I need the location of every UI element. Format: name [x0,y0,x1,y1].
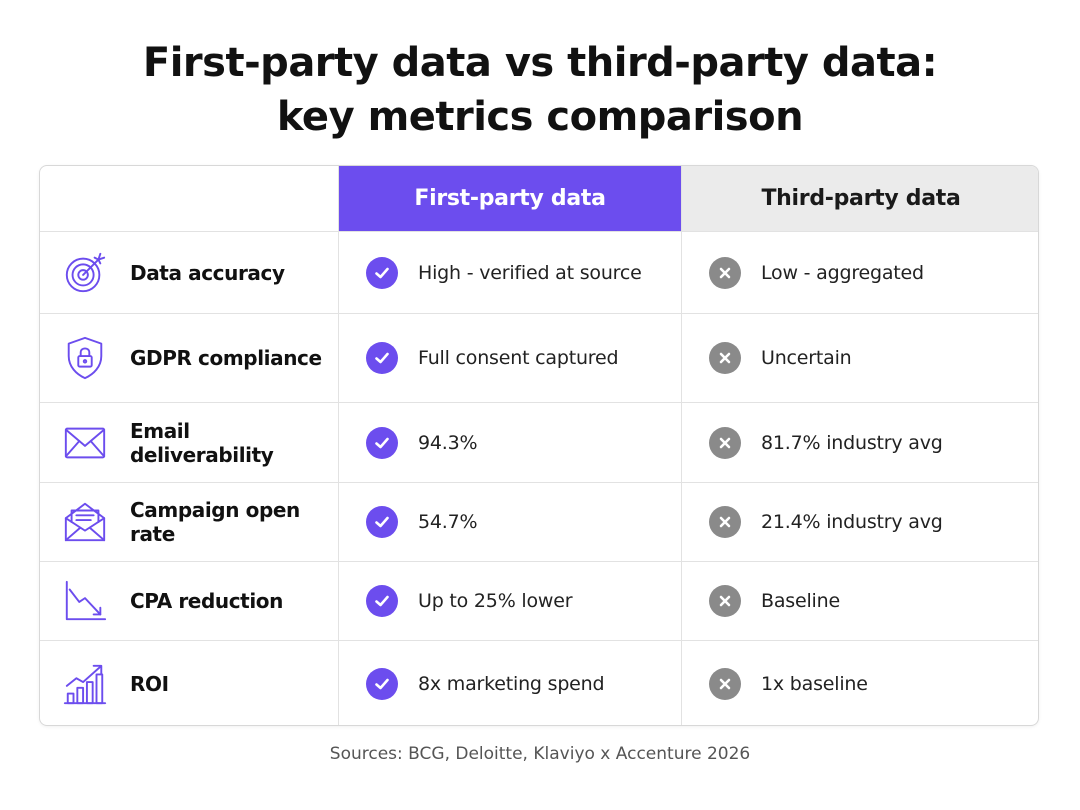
cross-icon [709,668,741,700]
first-party-value: Up to 25% lower [418,590,573,612]
sources-note: Sources: BCG, Deloitte, Klaviyo x Accent… [329,744,751,764]
metric-cell: Data accuracy [40,232,339,313]
table-row: GDPR compliance Full consent captured Un… [40,313,1038,402]
header-first-party: First-party data [339,166,682,231]
third-party-value: 1x baseline [761,673,868,695]
metric-cell: GDPR compliance [40,314,339,402]
envelope-icon [64,427,106,458]
header-first-party-label: First-party data [414,186,606,211]
metric-label: CPA reduction [130,589,283,613]
metric-label: Campaign open rate [130,498,300,546]
table-row: Data accuracy High - verified at source … [40,231,1038,313]
third-party-value: Low - aggregated [761,261,924,284]
third-party-cell: 21.4% industry avg [682,483,1038,561]
metric-label: Email deliverability [130,418,274,467]
check-icon [366,342,398,374]
check-icon [366,585,398,617]
first-party-cell: Full consent captured [339,314,682,402]
table-header-row: First-party data Third-party data [40,166,1038,231]
cross-icon [709,506,741,538]
first-party-value: Full consent captured [418,347,619,369]
title-line-1: First-party data vs third-party data: [142,40,938,86]
metric-cell: ROI [40,641,339,725]
table-row: Campaign open rate 54.7% 21.4% industry … [40,482,1038,561]
shield-lock-icon [67,336,103,380]
page-title: First-party data vs third-party data: ke… [0,36,1080,144]
open-envelope-icon [64,502,106,542]
metric-label: Data accuracy [130,260,285,285]
third-party-cell: Low - aggregated [682,232,1038,313]
metric-cell: Campaign open rate [40,483,339,561]
trend-down-icon [65,580,107,621]
third-party-cell: Baseline [682,562,1038,640]
title-line-2: key metrics comparison [276,94,804,140]
cross-icon [709,256,741,289]
table-row: CPA reduction Up to 25% lower Baseline [40,561,1038,640]
table-row: Email deliverability 94.3% 81.7% industr… [40,402,1038,482]
metric-label: GDPR compliance [130,346,322,370]
comparison-table: First-party data Third-party data Data a… [39,165,1039,726]
check-icon [366,506,398,538]
header-empty-cell [40,166,339,231]
cross-icon [709,342,741,374]
first-party-cell: 54.7% [339,483,682,561]
check-icon [366,256,398,289]
growth-chart-icon [63,664,107,705]
metric-label: ROI [130,672,169,696]
third-party-value: Uncertain [761,347,852,369]
third-party-value: 21.4% industry avg [761,511,943,533]
header-third-party-label: Third-party data [761,186,961,211]
check-icon [366,426,398,459]
third-party-value: Baseline [761,590,840,612]
header-third-party: Third-party data [682,166,1038,231]
first-party-value: High - verified at source [418,261,642,284]
first-party-cell: High - verified at source [339,232,682,313]
metric-cell: CPA reduction [40,562,339,640]
third-party-cell: 81.7% industry avg [682,403,1038,482]
check-icon [366,668,398,700]
third-party-value: 81.7% industry avg [761,431,943,454]
first-party-value: 94.3% [418,431,478,454]
metric-cell: Email deliverability [40,403,339,482]
first-party-value: 54.7% [418,511,478,533]
first-party-cell: Up to 25% lower [339,562,682,640]
first-party-cell: 94.3% [339,403,682,482]
cross-icon [709,585,741,617]
first-party-cell: 8x marketing spend [339,641,682,725]
first-party-value: 8x marketing spend [418,673,605,695]
third-party-cell: Uncertain [682,314,1038,402]
table-row: ROI 8x marketing spend 1x baseline [40,640,1038,725]
third-party-cell: 1x baseline [682,641,1038,725]
target-icon [65,252,106,292]
cross-icon [709,426,741,459]
